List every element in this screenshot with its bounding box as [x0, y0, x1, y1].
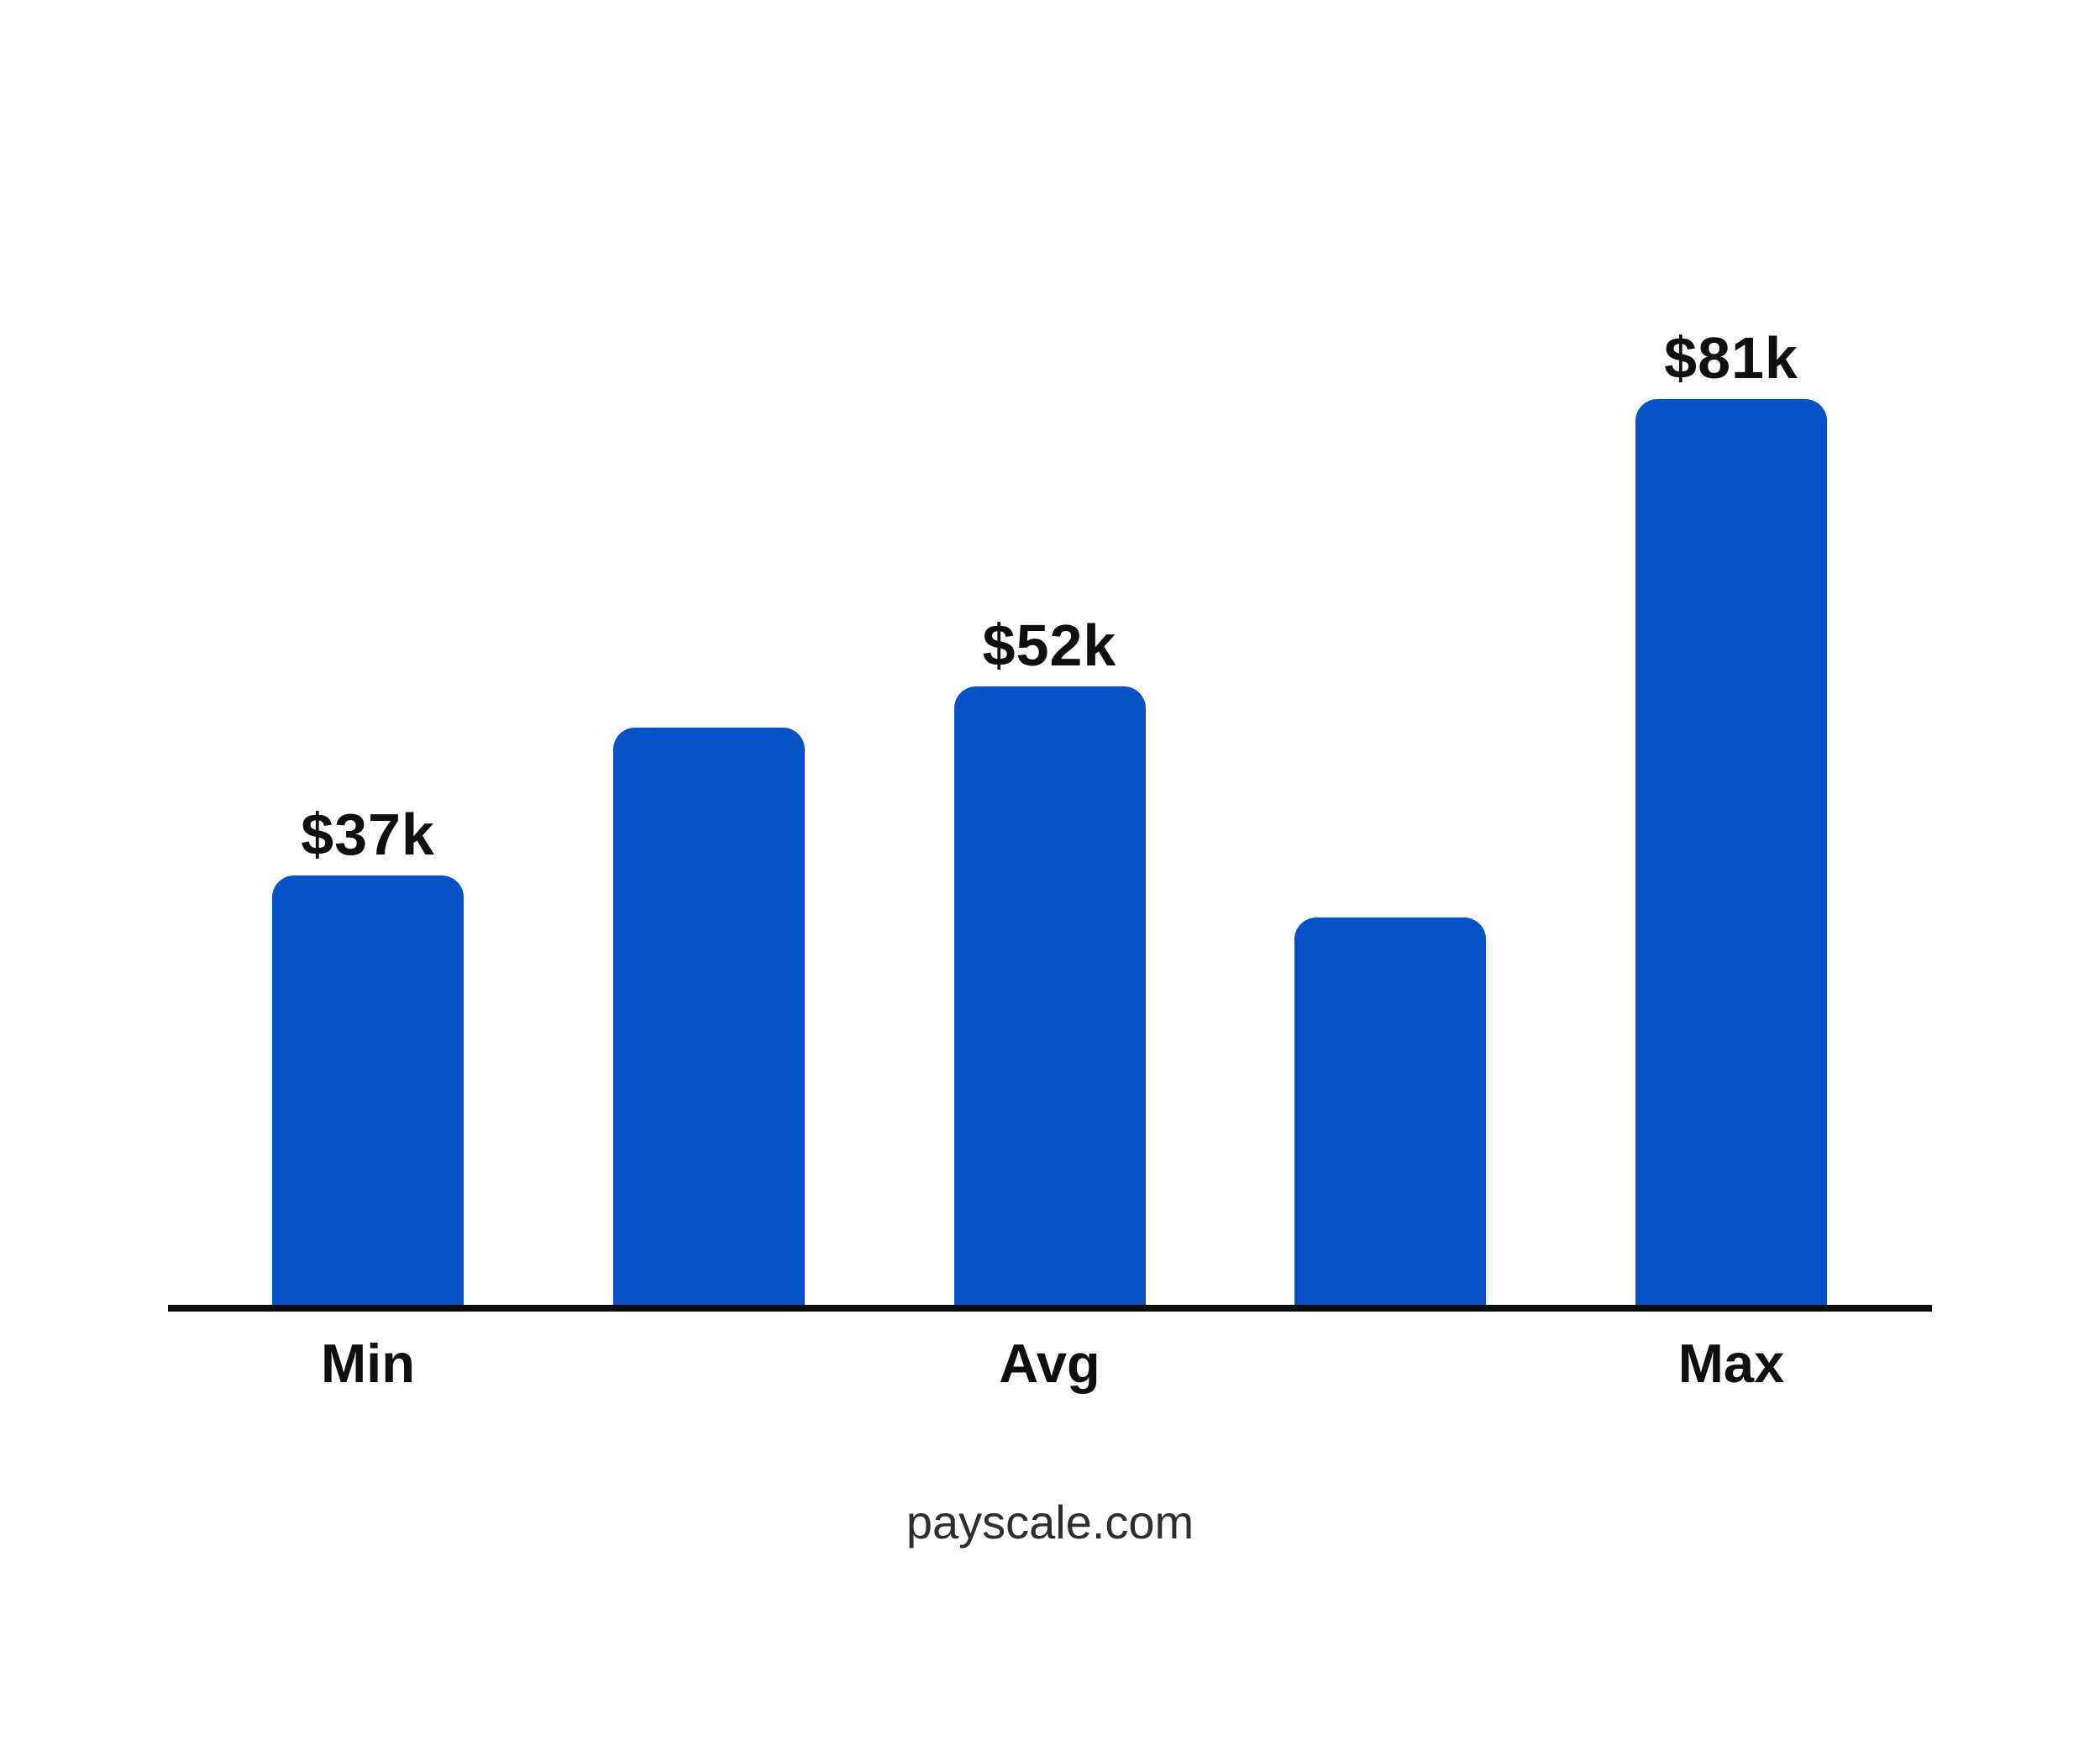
bar-min [272, 876, 464, 1305]
source-footer: payscale.com [906, 1496, 1194, 1549]
bar-value-label: $52k [982, 613, 1117, 678]
axis-label-avg: Avg [999, 1333, 1100, 1394]
axis-label-max: Max [1677, 1333, 1785, 1394]
axis-label-min: Min [321, 1333, 415, 1394]
bar-max [1635, 399, 1827, 1305]
x-axis-baseline [168, 1305, 1932, 1312]
bar-value-label: $81k [1664, 325, 1798, 391]
bar-avg [953, 686, 1146, 1305]
bar-value-label: $37k [301, 802, 435, 867]
bar-unlabeled-4 [1294, 918, 1487, 1305]
bar-unlabeled-2 [612, 728, 805, 1305]
